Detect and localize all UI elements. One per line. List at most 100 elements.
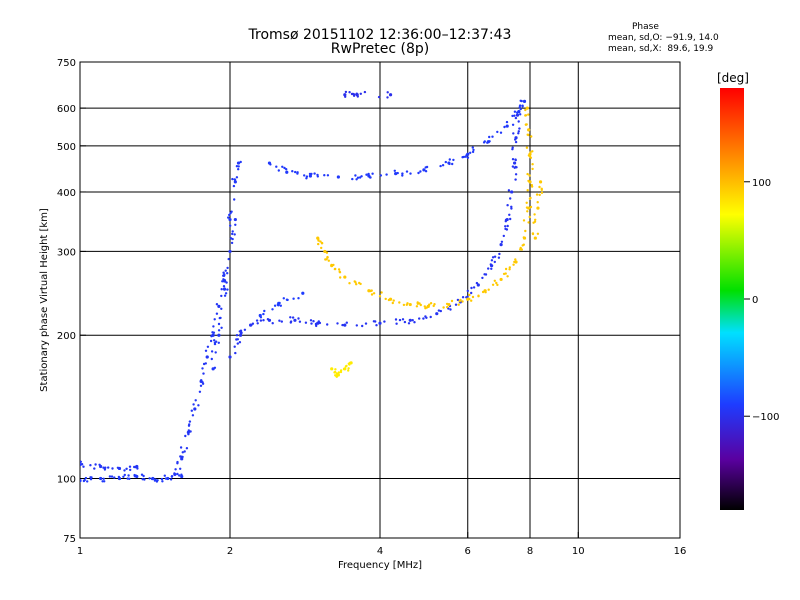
data-point bbox=[538, 180, 543, 184]
data-point bbox=[449, 308, 452, 311]
data-point bbox=[379, 174, 383, 177]
data-point bbox=[403, 320, 407, 324]
data-point bbox=[439, 164, 442, 168]
data-point bbox=[514, 158, 517, 161]
data-point bbox=[445, 302, 449, 306]
data-point bbox=[231, 177, 234, 181]
data-point bbox=[277, 169, 280, 172]
data-point bbox=[521, 104, 524, 107]
data-point bbox=[429, 315, 432, 319]
data-point bbox=[499, 243, 503, 247]
data-point bbox=[527, 113, 530, 116]
data-point bbox=[236, 342, 239, 345]
data-point bbox=[148, 477, 151, 480]
data-point bbox=[213, 339, 216, 342]
colorbar-tick-label: 0 bbox=[752, 295, 758, 306]
data-point bbox=[529, 151, 532, 154]
data-point bbox=[212, 325, 215, 328]
data-point bbox=[493, 260, 496, 264]
data-point bbox=[510, 207, 513, 210]
data-point bbox=[505, 120, 509, 124]
data-point bbox=[343, 275, 347, 279]
data-point bbox=[428, 303, 431, 306]
data-point bbox=[387, 298, 391, 302]
data-point bbox=[372, 292, 376, 295]
data-point bbox=[129, 468, 132, 472]
data-point bbox=[323, 249, 327, 254]
y-tick-label: 750 bbox=[57, 58, 76, 69]
data-point bbox=[441, 164, 445, 167]
data-point bbox=[356, 95, 359, 98]
data-point bbox=[411, 319, 414, 322]
data-point bbox=[289, 316, 292, 319]
data-point bbox=[487, 267, 490, 270]
data-point bbox=[314, 322, 318, 326]
data-point bbox=[361, 324, 364, 328]
data-point bbox=[217, 322, 221, 326]
data-point bbox=[493, 255, 497, 258]
data-point bbox=[522, 219, 526, 222]
data-point bbox=[386, 91, 389, 94]
data-point bbox=[468, 293, 471, 297]
data-point bbox=[128, 465, 132, 468]
data-point bbox=[500, 240, 504, 243]
data-point bbox=[514, 116, 518, 120]
data-point bbox=[285, 168, 288, 171]
data-point bbox=[107, 466, 110, 469]
data-point bbox=[394, 172, 398, 176]
data-point bbox=[425, 306, 428, 309]
data-point bbox=[538, 193, 541, 197]
data-point bbox=[123, 469, 126, 472]
data-point bbox=[509, 197, 512, 200]
data-point bbox=[525, 201, 528, 204]
data-point bbox=[446, 305, 449, 309]
data-point bbox=[215, 312, 219, 315]
data-point bbox=[468, 297, 471, 301]
data-point bbox=[490, 264, 493, 267]
data-point bbox=[256, 322, 259, 325]
data-point bbox=[448, 162, 451, 166]
data-point bbox=[505, 124, 509, 128]
data-point bbox=[317, 239, 320, 242]
data-point bbox=[339, 276, 342, 279]
data-point bbox=[518, 106, 521, 109]
data-point bbox=[533, 236, 537, 240]
data-point bbox=[386, 96, 389, 99]
data-point bbox=[465, 296, 468, 299]
data-point bbox=[320, 246, 323, 250]
data-point bbox=[514, 140, 518, 144]
data-point bbox=[98, 463, 101, 466]
data-point bbox=[517, 130, 520, 133]
data-point bbox=[476, 283, 480, 287]
data-point bbox=[490, 259, 494, 262]
colorbar-ticks: 100 0 −100 bbox=[744, 178, 779, 423]
data-point bbox=[336, 322, 339, 325]
data-point bbox=[344, 95, 347, 99]
data-point bbox=[524, 108, 527, 112]
data-point bbox=[229, 224, 232, 227]
data-point bbox=[347, 367, 350, 370]
data-point bbox=[356, 176, 360, 179]
chart-subtitle: RwPretec (8p) bbox=[330, 41, 430, 57]
data-point bbox=[176, 472, 179, 476]
grid-layer bbox=[80, 62, 680, 538]
data-point bbox=[291, 170, 294, 173]
data-point bbox=[517, 132, 520, 135]
data-point bbox=[319, 240, 322, 243]
data-point bbox=[184, 434, 187, 438]
data-point bbox=[297, 297, 300, 300]
data-point bbox=[375, 324, 378, 327]
data-point bbox=[86, 480, 89, 483]
x-tick-label: 2 bbox=[227, 546, 233, 557]
data-point bbox=[540, 187, 543, 190]
data-point bbox=[472, 286, 476, 289]
data-point bbox=[464, 155, 467, 158]
data-point bbox=[163, 474, 166, 477]
y-tick-label: 200 bbox=[57, 331, 76, 342]
data-point bbox=[110, 475, 114, 478]
data-point bbox=[502, 234, 505, 238]
data-point bbox=[531, 167, 534, 171]
data-point bbox=[351, 92, 355, 96]
colorbar-tick-label: 100 bbox=[752, 178, 771, 189]
data-point bbox=[519, 107, 522, 111]
